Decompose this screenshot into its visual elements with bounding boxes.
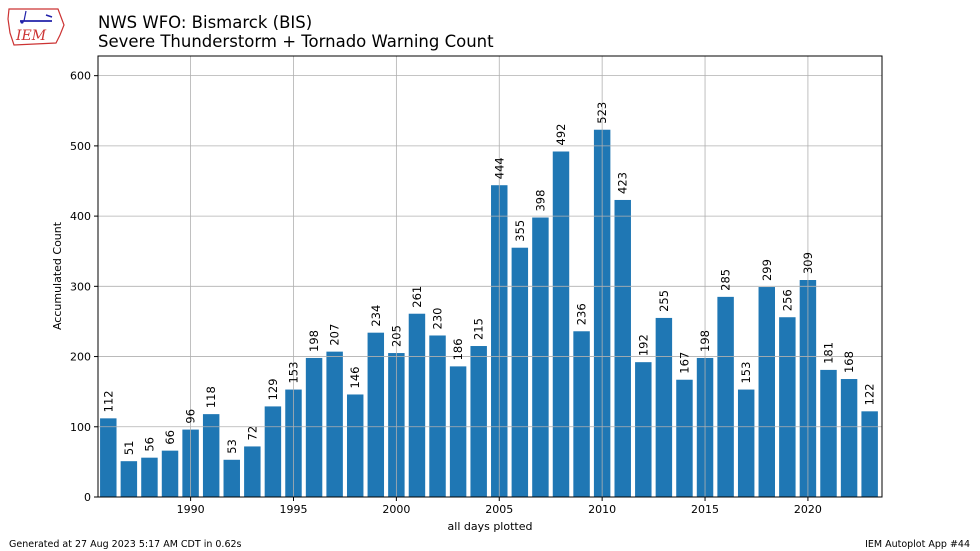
data-label-1993: 72 [245,426,259,441]
bar-2019 [779,317,796,497]
data-label-2009: 236 [575,303,589,325]
data-label-1999: 234 [369,305,383,327]
bar-2013 [655,317,673,497]
data-label-1994: 129 [266,378,280,400]
data-label-2011: 423 [616,172,630,194]
data-label-2005: 444 [492,157,506,179]
x-tick-label-2015: 2015 [691,503,719,516]
chart-title-line2: Severe Thunderstorm + Tornado Warning Co… [98,32,494,51]
bar-2001 [408,313,426,497]
iem-logo-graphic: IEM [7,8,65,46]
data-label-2004: 215 [472,318,486,340]
x-tick-label-2005: 2005 [485,503,513,516]
bar-2007 [532,217,549,497]
x-axis-label: all days plotted [448,520,533,533]
bar-2006 [511,247,529,497]
data-label-1995: 153 [286,362,300,384]
data-label-2013: 255 [657,290,671,312]
footer-app: IEM Autoplot App #44 [865,539,970,550]
x-tick-label-2000: 2000 [382,503,410,516]
data-label-2021: 181 [821,342,835,364]
bar-1994 [264,406,282,497]
data-label-1990: 96 [184,409,198,424]
chart-title-line1: NWS WFO: Bismarck (BIS) [98,13,313,32]
bar-2008 [552,151,570,498]
bars-group [100,129,878,498]
y-tick-label-0: 0 [84,491,91,504]
bar-1998 [346,394,364,497]
data-label-2010: 523 [595,102,609,124]
bar-1999 [367,332,385,497]
bar-1989 [161,450,179,497]
y-tick-label-300: 300 [70,280,91,293]
data-label-2008: 492 [554,124,568,146]
bar-1992 [223,459,240,497]
bar-2022 [840,379,858,497]
x-tick-label-1990: 1990 [177,503,205,516]
ticks-group: 1990 1995 2000 2005 2010 2015 2020 0 100 200 300 40… [70,70,822,516]
data-label-1988: 56 [142,437,156,452]
bar-1986 [100,418,117,497]
bar-1997 [326,351,343,497]
bar-2018 [758,287,775,497]
data-label-2003: 186 [451,338,465,360]
x-tick-label-1995: 1995 [279,503,307,516]
bar-2011 [614,199,631,497]
data-label-2023: 122 [863,383,877,405]
data-label-2019: 256 [780,289,794,311]
bar-1991 [202,414,220,497]
bar-1996 [305,357,323,497]
data-label-1987: 51 [122,441,136,456]
data-label-1992: 53 [225,439,239,454]
bar-1993 [244,446,261,497]
y-tick-label-500: 500 [70,140,91,153]
bar-2021 [820,369,837,497]
bar-2003 [449,366,467,497]
data-label-1989: 66 [163,430,177,445]
iem-logo: IEM [6,5,66,49]
data-label-2014: 167 [677,352,691,374]
data-label-2006: 355 [513,220,527,242]
y-tick-label-600: 600 [70,70,91,83]
y-tick-label-400: 400 [70,210,91,223]
data-label-1986: 112 [101,390,115,412]
data-label-1998: 146 [348,367,362,389]
x-tick-label-2010: 2010 [588,503,616,516]
data-label-1996: 198 [307,330,321,352]
data-label-2000: 205 [389,325,403,347]
y-tick-label-200: 200 [70,351,91,364]
data-label-2001: 261 [410,286,424,308]
iem-logo-text: IEM [15,28,47,44]
data-label-2018: 299 [760,259,774,281]
bar-2002 [429,335,446,497]
data-label-2016: 285 [719,269,733,291]
bar-2023 [861,411,878,497]
data-label-1991: 118 [204,386,218,408]
y-axis-label: Accumulated Count [51,221,64,330]
data-label-2002: 230 [431,308,445,330]
bar-2004 [470,346,487,497]
bar-2009 [573,331,590,497]
data-label-1997: 207 [328,324,342,346]
plot-frame [97,55,883,498]
bar-1987 [120,461,138,497]
footer-generated: Generated at 27 Aug 2023 5:17 AM CDT in … [9,539,242,550]
data-label-2020: 309 [801,252,815,274]
x-tick-label-2020: 2020 [794,503,822,516]
bar-2014 [676,379,693,497]
bar-1988 [141,457,158,497]
bar-2012 [635,362,652,497]
grid-group [98,56,882,498]
bar-2017 [737,389,755,497]
data-label-2015: 198 [698,330,712,352]
y-tick-label-100: 100 [70,421,91,434]
bar-2016 [717,296,734,497]
data-label-2022: 168 [842,351,856,373]
data-label-2012: 192 [636,334,650,356]
data-label-2017: 153 [739,362,753,384]
data-labels-group: 112 51 56 66 96 118 53 72 129 153 198 207 146 234 205 2… [101,102,876,455]
data-label-2007: 398 [533,190,547,212]
